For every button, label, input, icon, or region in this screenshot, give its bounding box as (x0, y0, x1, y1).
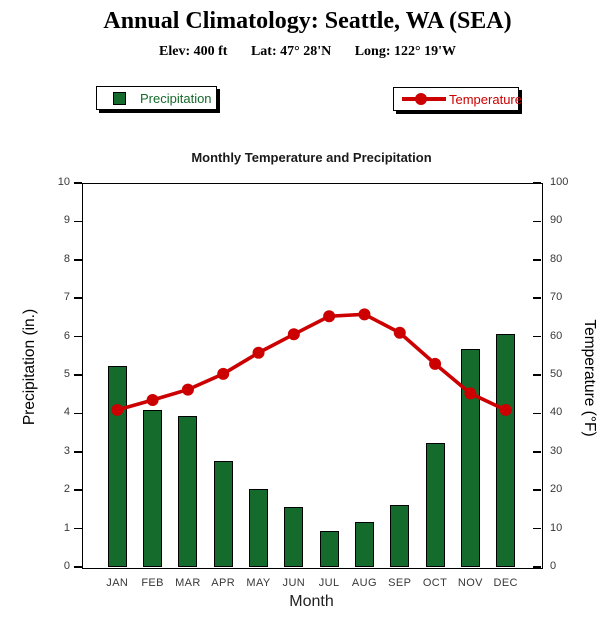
right-axis-tick-label: 40 (550, 406, 563, 419)
left-axis-tick (74, 412, 82, 415)
right-axis-tick (533, 259, 541, 261)
precipitation-bar (143, 409, 163, 567)
right-axis-tick-label: 10 (550, 521, 563, 534)
month-label: OCT (422, 577, 448, 589)
left-axis-tick (74, 489, 82, 491)
temperature-point (393, 326, 406, 339)
temperature-legend: Temperature (393, 87, 522, 111)
right-axis-tick-label: 30 (550, 444, 563, 457)
right-axis-tick (533, 297, 541, 299)
left-axis-tick-label: 3 (63, 444, 70, 457)
left-axis-tick-label: 5 (63, 368, 70, 380)
precipitation-swatch-icon (113, 91, 126, 105)
right-axis-title: Temperature (°F) (581, 319, 598, 437)
left-axis-tick (74, 451, 82, 453)
right-axis-tick-label: 80 (550, 252, 563, 265)
right-axis-tick-label: 100 (550, 176, 569, 188)
month-label: APR (211, 577, 236, 589)
temperature-point (217, 367, 230, 380)
temperature-point (287, 328, 300, 341)
precipitation-legend: Precipitation (96, 86, 217, 110)
month-label: NOV (457, 577, 483, 589)
month-label: DEC (493, 577, 518, 589)
month-label: FEB (141, 577, 164, 589)
precipitation-bar (107, 365, 127, 567)
left-axis-tick-label: 8 (63, 252, 70, 265)
left-axis-tick-label: 2 (63, 483, 70, 496)
left-axis-tick (74, 374, 82, 376)
month-label: JAN (106, 577, 129, 589)
left-axis-tick (74, 220, 82, 223)
temperature-point (146, 393, 159, 406)
x-axis-title: Month (289, 593, 334, 610)
chart-title: Monthly Temperature and Precipitation (191, 150, 432, 165)
temperature-point (464, 387, 477, 400)
temperature-point (252, 346, 265, 359)
right-axis-tick-label: 20 (550, 483, 563, 496)
temperature-point (499, 403, 512, 416)
right-axis-tick (533, 374, 541, 376)
temperature-polyline (116, 312, 507, 412)
precipitation-legend-label: Precipitation (140, 90, 212, 106)
right-axis-tick (533, 335, 541, 338)
month-label: MAY (246, 577, 271, 589)
month-label: SEP (388, 577, 412, 589)
left-axis-tick (74, 297, 82, 299)
month-label: AUG (351, 577, 377, 589)
right-axis-tick-label: 90 (550, 214, 563, 227)
left-axis-title: Precipitation (in.) (21, 308, 38, 426)
month-label: JUN (282, 577, 306, 589)
precipitation-bar (249, 489, 269, 567)
left-axis-tick-label: 6 (63, 329, 70, 342)
temperature-legend-label: Temperature (449, 91, 522, 107)
latitude-text: Lat: 47° 28'N (250, 44, 332, 59)
precipitation-bar (319, 531, 339, 567)
elevation-text: Elev: 400 ft (159, 44, 228, 59)
left-axis-tick-label: 1 (63, 521, 70, 534)
left-axis-tick (74, 182, 82, 184)
right-axis-tick (533, 527, 541, 530)
temperature-point (181, 383, 194, 396)
left-axis-tick-label: 10 (57, 176, 70, 188)
precipitation-bar (284, 507, 304, 567)
precipitation-bar (496, 334, 516, 567)
left-axis-tick (74, 566, 82, 568)
month-label: MAR (175, 577, 201, 589)
precipitation-bar (178, 416, 198, 567)
legend-circle (415, 93, 427, 105)
precipitation-bar (425, 442, 445, 567)
precipitation-bar (354, 522, 374, 567)
right-axis-tick-label: 0 (550, 560, 557, 572)
right-axis-tick (533, 489, 541, 491)
right-axis-tick-label: 60 (550, 329, 563, 342)
left-axis-tick (74, 527, 82, 530)
right-axis-tick (533, 566, 541, 568)
precipitation-bar (390, 505, 410, 567)
left-axis-tick (74, 259, 82, 261)
right-axis-tick (533, 220, 541, 223)
temperature-line (111, 308, 512, 416)
left-axis-tick-label: 4 (63, 406, 70, 419)
right-axis-tick (533, 451, 541, 453)
temperature-point (111, 403, 124, 416)
left-axis-tick (74, 335, 82, 338)
station-info: Elev: 400 ft Lat: 47° 28'N Long: 122° 19… (0, 44, 615, 60)
longitude-text: Long: 122° 19'W (354, 44, 456, 59)
left-axis-tick-label: 7 (63, 291, 70, 304)
right-axis-tick (533, 182, 541, 184)
precipitation-bar (460, 349, 480, 567)
temperature-point (323, 310, 336, 323)
left-axis-tick-label: 9 (63, 214, 70, 227)
left-axis-tick-label: 0 (63, 560, 70, 572)
page-title: Annual Climatology: Seattle, WA (SEA) (103, 8, 512, 34)
precipitation-bar (213, 461, 233, 567)
temperature-line-marker-icon (401, 92, 447, 106)
right-axis-tick-label: 70 (550, 291, 563, 304)
temperature-point (358, 308, 371, 321)
temperature-point (429, 357, 442, 370)
month-label: JUL (318, 577, 340, 589)
right-axis-tick-label: 50 (550, 368, 563, 380)
right-axis-tick (533, 412, 541, 415)
